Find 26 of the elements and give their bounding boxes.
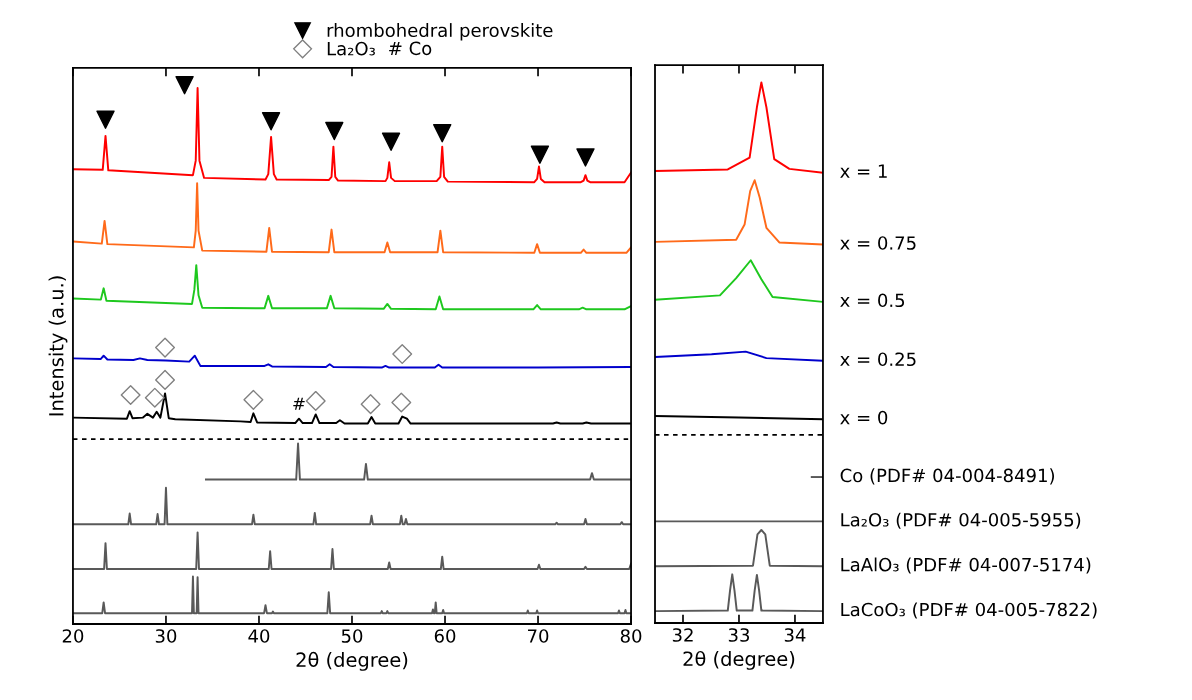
x-tick-label: 50 xyxy=(341,629,363,643)
series-label: x = 0.75 xyxy=(840,236,916,250)
text: # Co xyxy=(389,41,432,56)
x-tick-label: 80 xyxy=(620,629,642,643)
series-label: LaCoO₃ (PDF# 04-005-7822) xyxy=(841,602,1097,619)
x-tick-label: 34 xyxy=(784,628,806,642)
x-tick-label: 30 xyxy=(155,629,177,643)
series-label: x = 0.25 xyxy=(840,352,916,367)
legend-label: La₂O₃ xyxy=(327,41,375,56)
x-tick-label: 20 xyxy=(62,629,84,643)
series-label: LaAlO₃ (PDF# 04-007-5174) xyxy=(841,557,1091,574)
x-tick-label: 60 xyxy=(434,629,456,643)
x-tick-label: 32 xyxy=(672,628,693,642)
series-label: x = 0.5 xyxy=(840,293,905,308)
series-label: Co (PDF# 04-004-8491) xyxy=(840,468,1055,485)
x-axis-title: 2θ (degree) xyxy=(683,650,795,670)
x-tick-label: 33 xyxy=(728,628,750,642)
series-label: La₂O₃ (PDF# 04-005-5955) xyxy=(841,512,1081,529)
x-axis-title: 2θ (degree) xyxy=(296,651,408,671)
series-label: x = 0 xyxy=(840,410,888,425)
x-tick-label: 70 xyxy=(528,629,549,643)
series-label: x = 1 xyxy=(840,164,887,178)
legend-label: rhombohedral perovskite xyxy=(327,23,553,41)
x-tick-label: 40 xyxy=(248,629,270,643)
y-axis-title: Intensity (a.u.) xyxy=(48,276,68,416)
annotation: # xyxy=(293,397,305,410)
